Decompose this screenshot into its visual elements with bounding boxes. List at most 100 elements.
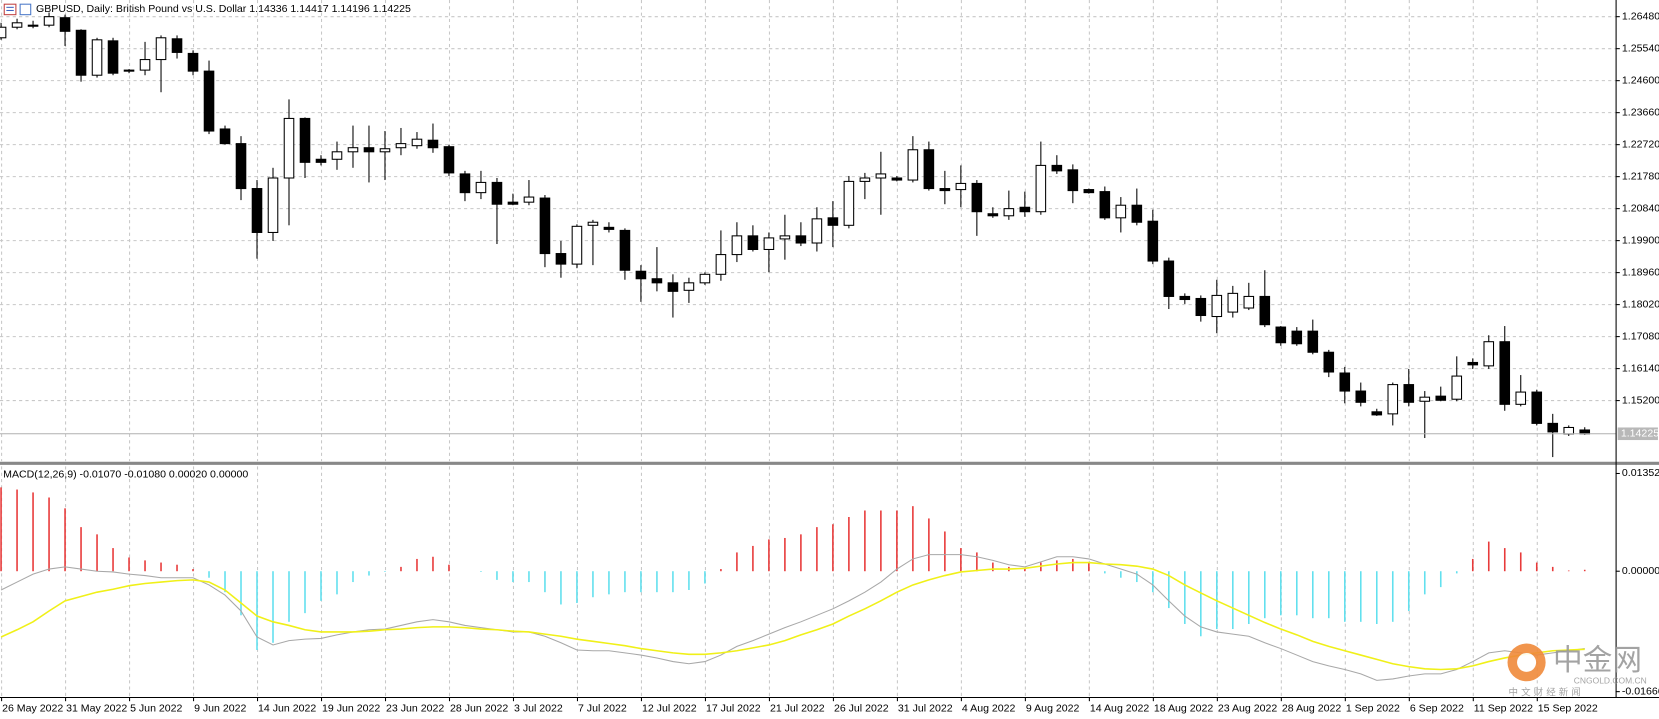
candle-body [1067, 169, 1079, 192]
x-tick-label: 14 Jun 2022 [258, 702, 316, 714]
candle-body [139, 59, 151, 71]
chart-title: GBPUSD, Daily: British Pound vs U.S. Dol… [36, 3, 411, 15]
candle-body [747, 235, 759, 250]
candle-body [299, 117, 311, 163]
x-tick-label: 12 Jul 2022 [642, 702, 697, 714]
watermark: 中金网 CNGOLD.COM.CN 中 文 财 经 新 闻 [1507, 643, 1647, 698]
y-tick-label: 1.20840 [1622, 202, 1659, 214]
candle-body [347, 147, 359, 153]
candle-body [235, 143, 247, 190]
x-tick-label: 9 Jun 2022 [194, 702, 246, 714]
candle-body [715, 254, 727, 275]
candle-body [459, 173, 471, 194]
candle-body [267, 177, 279, 233]
watermark-tagline: 中 文 财 经 新 闻 [1509, 686, 1581, 698]
candle-body [699, 273, 711, 284]
last-price-box [1617, 427, 1658, 441]
candle-body [1163, 260, 1175, 297]
candle-body [1227, 292, 1239, 313]
y-tick-label: -0.01666 [1622, 685, 1659, 697]
candle-body [1515, 391, 1527, 405]
candle-body [427, 139, 439, 149]
candle-body [1339, 372, 1351, 392]
candle-body [1419, 396, 1431, 402]
y-tick-label: 1.15200 [1622, 394, 1659, 406]
candle-body [331, 151, 343, 160]
candle-body [779, 235, 791, 240]
candle-body [619, 229, 631, 271]
x-tick-label: 21 Jul 2022 [770, 702, 825, 714]
x-tick-label: 23 Aug 2022 [1218, 702, 1278, 714]
candle-body [651, 278, 663, 284]
candle-body [1019, 206, 1031, 213]
y-tick-label: 1.23660 [1622, 106, 1659, 118]
x-tick-label: 23 Jun 2022 [386, 702, 444, 714]
candle-body [443, 146, 455, 174]
candle-body [955, 182, 967, 191]
x-tick-label: 26 May 2022 [2, 702, 63, 714]
x-tick-label: 4 Aug 2022 [962, 702, 1016, 714]
candle-body [1115, 204, 1127, 219]
candle-body [219, 128, 231, 145]
candle-body [603, 226, 615, 230]
candle-body [475, 181, 487, 194]
x-tick-label: 9 Aug 2022 [1026, 702, 1080, 714]
candle-body [91, 39, 103, 76]
candle-body [507, 201, 519, 205]
candle-body [1547, 422, 1559, 433]
x-tick-label: 19 Jun 2022 [322, 702, 380, 714]
candle-body [843, 180, 855, 226]
logo [1517, 652, 1537, 672]
candle-body [1467, 361, 1479, 366]
candle-body [1323, 351, 1335, 373]
candle-body [1307, 330, 1319, 353]
candle-body [1099, 191, 1111, 219]
candle-body [1195, 297, 1207, 317]
candle-body [795, 235, 807, 244]
candle-body [59, 17, 71, 32]
candle-body [315, 158, 327, 163]
candle-body [923, 149, 935, 190]
candle-body [971, 182, 983, 213]
candle-body [251, 188, 263, 233]
candle-body [1243, 295, 1255, 309]
x-tick-label: 11 Sep 2022 [1474, 702, 1533, 714]
candle-body [1579, 429, 1591, 435]
candle-body [1083, 189, 1095, 194]
candle-body [523, 196, 535, 203]
indicator-title: MACD(12,26,9) -0.01070 -0.01080 0.00020 … [3, 469, 248, 481]
candle-body [379, 148, 391, 153]
candle-body [27, 24, 39, 27]
candle-body [1403, 384, 1415, 403]
candle-body [555, 253, 567, 265]
candle-body [1291, 330, 1303, 345]
candle-body [587, 221, 599, 226]
x-tick-label: 17 Jul 2022 [706, 702, 761, 714]
candle-body [171, 38, 183, 53]
candle-body [939, 188, 951, 192]
candle-body [155, 37, 167, 61]
candle-body [1275, 326, 1287, 344]
y-tick-label: 0.01352 [1622, 467, 1659, 479]
candle-body [0, 26, 7, 39]
candle-body [1355, 390, 1367, 403]
icon [19, 3, 32, 16]
candle-body [491, 181, 503, 205]
candle-body [123, 69, 135, 72]
x-tick-label: 7 Jul 2022 [578, 702, 627, 714]
candle-body [907, 149, 919, 181]
candle-body [1147, 220, 1159, 262]
candle-body [11, 22, 23, 28]
y-tick-label: 1.19900 [1622, 234, 1659, 246]
candle-body [667, 282, 679, 292]
candle-body [283, 117, 295, 179]
last-price-label: 1.14225 [1621, 428, 1659, 440]
candle-body [75, 29, 87, 76]
y-tick-label: 1.16140 [1622, 362, 1659, 374]
candle-body [539, 197, 551, 255]
x-tick-label: 6 Sep 2022 [1410, 702, 1464, 714]
